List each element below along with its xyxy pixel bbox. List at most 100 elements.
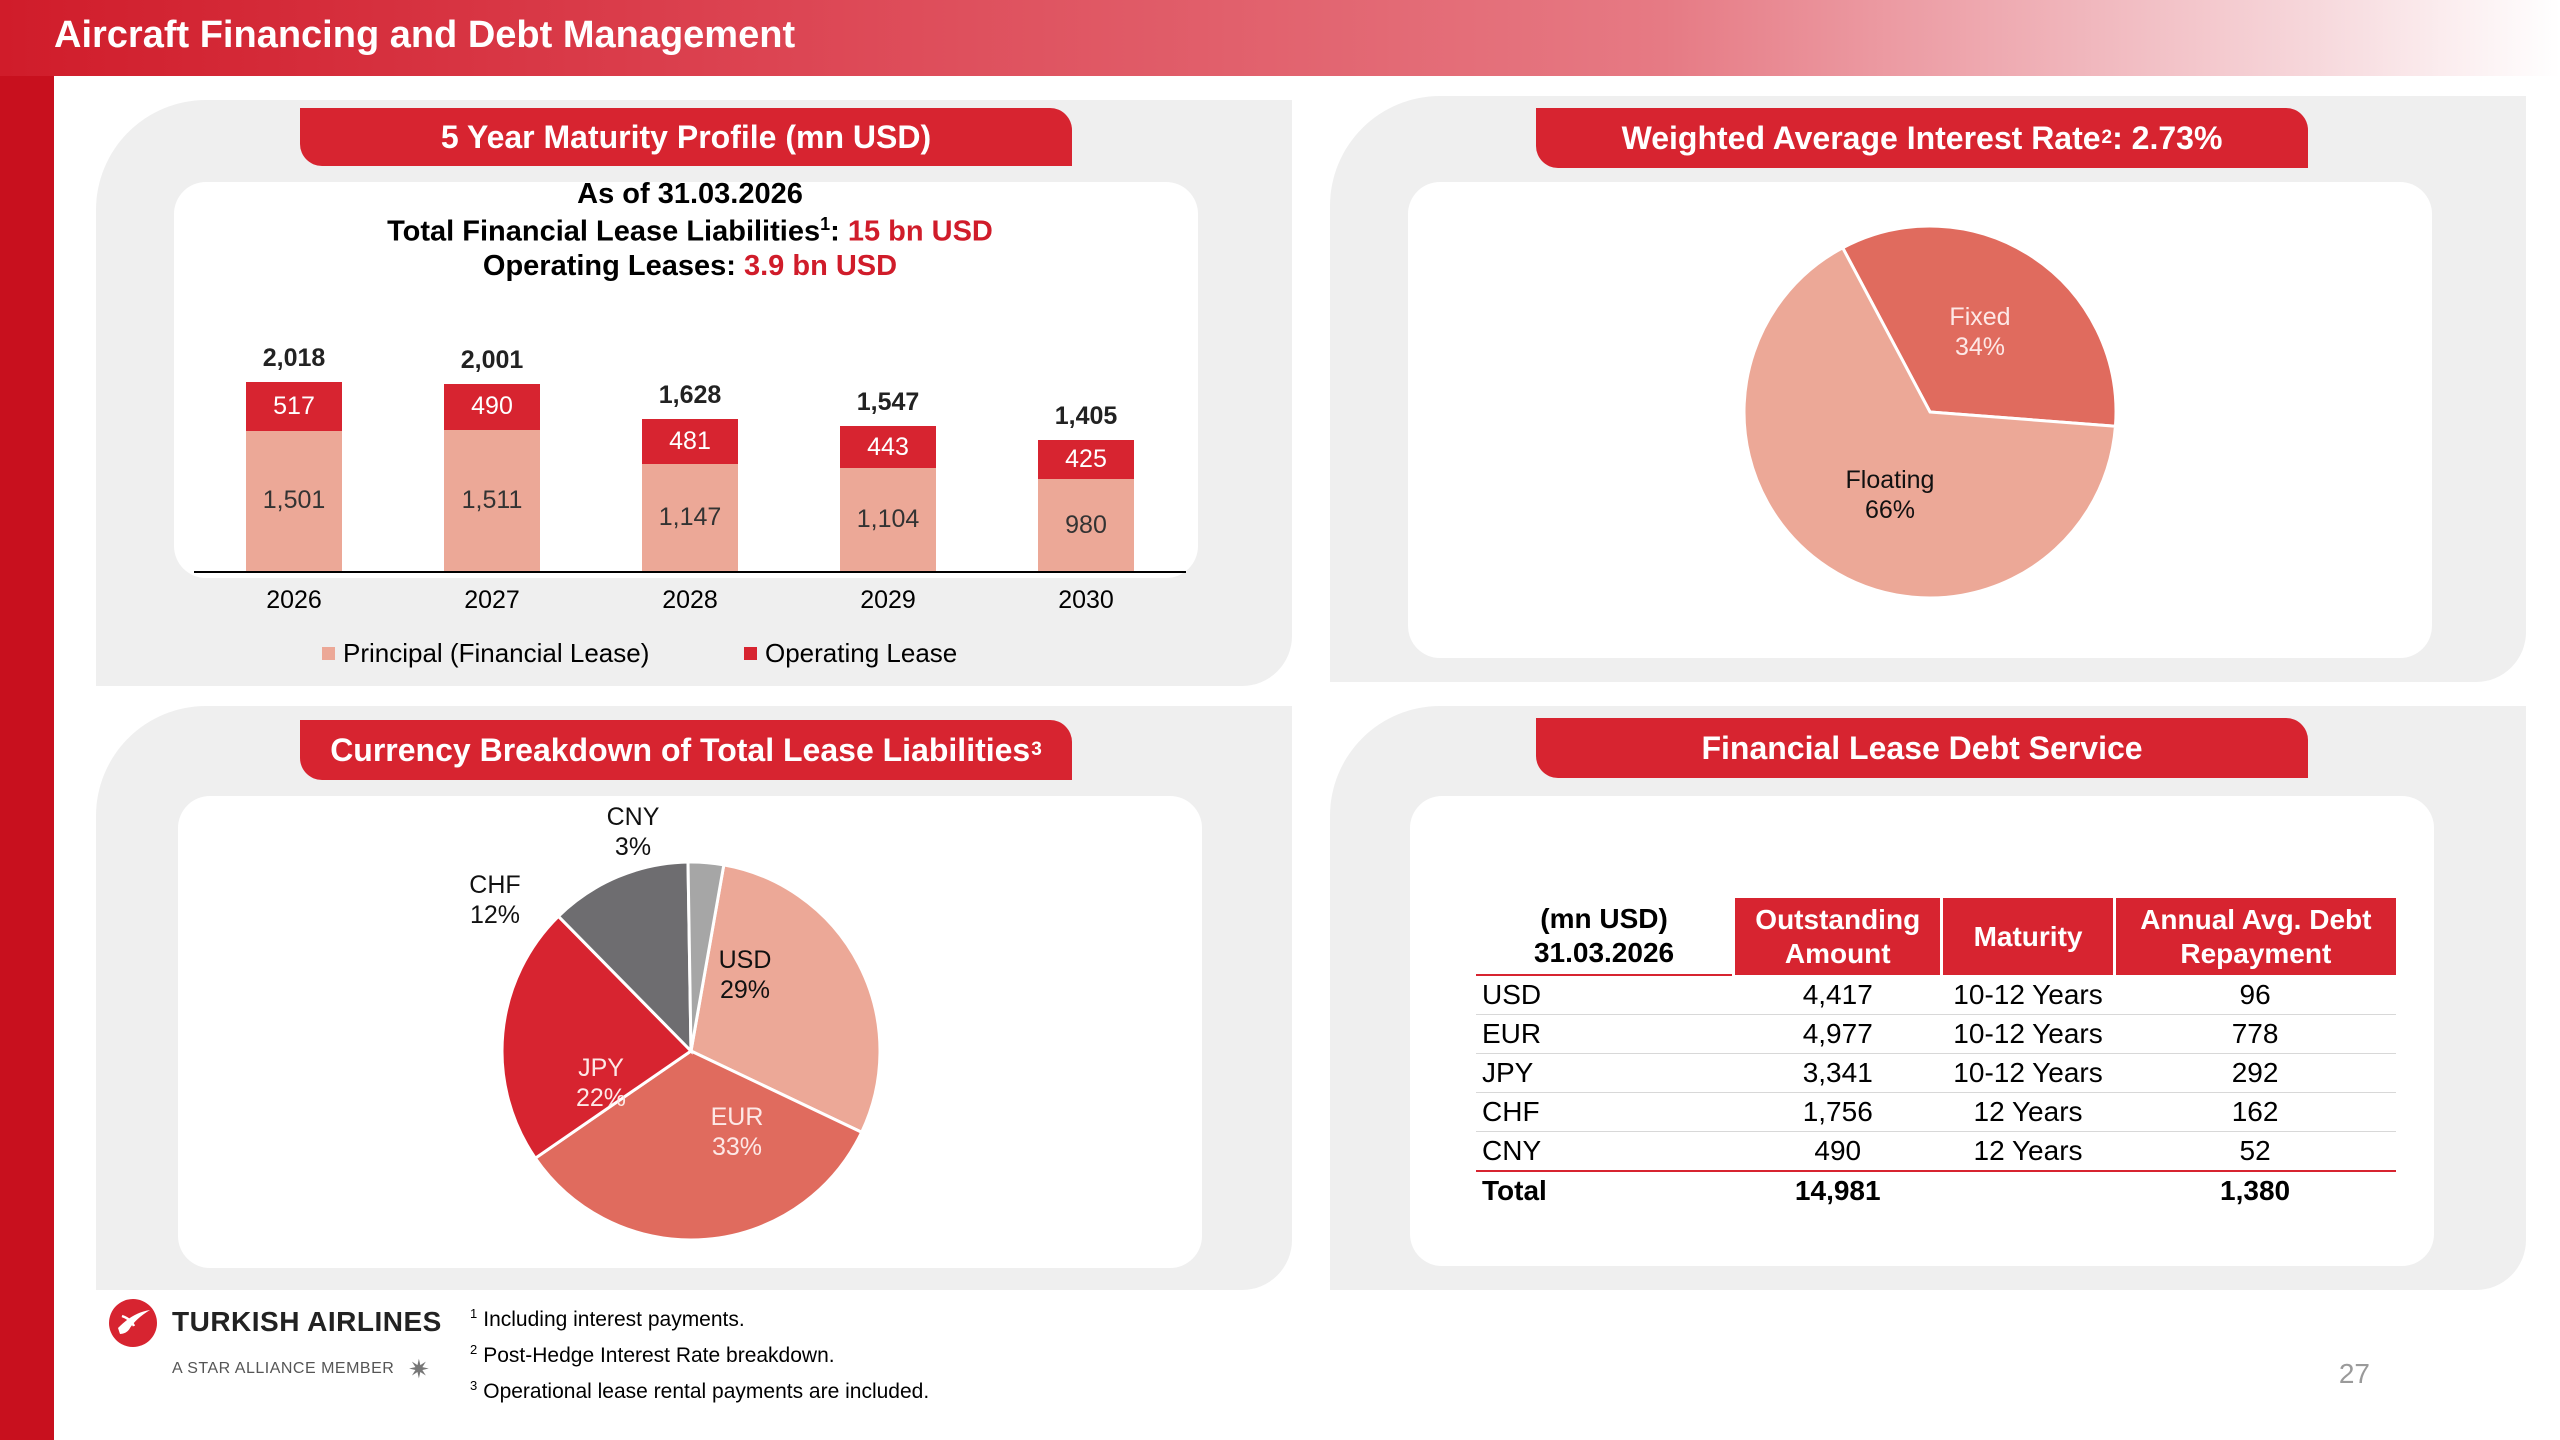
bar-operating-lease: 490: [444, 383, 540, 430]
fll-label: Total Financial Lease Liabilities: [387, 215, 821, 248]
table-total-row: Total 14,981 1,380: [1476, 1170, 2396, 1210]
table-header-row: (mn USD) 31.03.2026 Outstanding Amount M…: [1476, 898, 2396, 976]
usd-label: USD: [718, 946, 772, 974]
footnote-3-text: Operational lease rental payments are in…: [483, 1380, 930, 1403]
currency-pie-slices: [500, 860, 882, 1242]
footnote-2: 2 Post-Hedge Interest Rate breakdown.: [470, 1342, 835, 1368]
total-repayment: 1,380: [2114, 1170, 2396, 1210]
x-tick-label: 2026: [266, 586, 322, 614]
pie-slice-chf: [556, 860, 693, 1055]
legend-principal-label: Principal (Financial Lease): [343, 638, 650, 668]
table-row: CNY 490 12 Years 52: [1476, 1131, 2396, 1172]
row-repayment: 778: [2114, 1014, 2396, 1054]
ol-label: Operating Leases:: [482, 250, 736, 282]
row-maturity: 10-12 Years: [1941, 1014, 2115, 1054]
currency-title-footnote-ref: 3: [1031, 739, 1042, 760]
x-tick-label: 2029: [860, 586, 916, 614]
jpy-pct: 22%: [575, 1084, 627, 1112]
interest-pie-chart: [1742, 224, 2118, 600]
footnote-2-num: 2: [470, 1342, 478, 1357]
bar-stack-2029: 443 1,104: [840, 426, 936, 571]
row-outstanding: 4,977: [1733, 1014, 1942, 1054]
bar-stack-2030: 425 980: [1038, 439, 1134, 571]
bar-principal: 1,104: [840, 467, 936, 571]
row-currency: USD: [1476, 975, 1734, 1015]
pie-slice-usd: [689, 863, 882, 1135]
row-currency: EUR: [1476, 1014, 1734, 1054]
currency-title-text: Currency Breakdown of Total Lease Liabil…: [330, 731, 1031, 768]
debt-service-table: (mn USD) 31.03.2026 Outstanding Amount M…: [1476, 898, 2396, 1210]
x-tick-label: 2027: [464, 586, 520, 614]
currency-panel-title: Currency Breakdown of Total Lease Liabil…: [300, 720, 1072, 780]
fixed-slice-label: Fixed 34%: [1930, 302, 2030, 362]
footnote-1-num: 1: [470, 1306, 478, 1321]
row-currency: JPY: [1476, 1053, 1734, 1093]
legend-operating-label: Operating Lease: [765, 638, 958, 668]
row-maturity: 12 Years: [1941, 1131, 2115, 1172]
x-tick-label: 2028: [662, 586, 718, 614]
turkish-airlines-crane-icon: [109, 1299, 157, 1347]
interest-title-text: Weighted Average Interest Rate: [1621, 119, 2101, 156]
legend-operating-swatch: [744, 647, 757, 660]
usd-slice-label: USD 29%: [700, 945, 790, 1005]
row-currency: CHF: [1476, 1092, 1734, 1132]
operating-leases-text: Operating Leases: 3.9 bn USD: [300, 250, 1080, 283]
floating-pct: 66%: [1864, 496, 1916, 524]
bar-total-label: 2,001: [460, 345, 524, 374]
airline-name: TURKISH AIRLINES: [172, 1306, 442, 1337]
bar-principal: 980: [1038, 479, 1134, 571]
footnote-3-num: 3: [470, 1378, 478, 1393]
header-unit-date: (mn USD) 31.03.2026: [1476, 898, 1734, 976]
footnote-1-text: Including interest payments.: [483, 1308, 745, 1331]
x-tick-label: 2030: [1058, 586, 1114, 614]
eur-label: EUR: [710, 1103, 764, 1131]
fll-value: 15 bn USD: [847, 215, 993, 248]
chf-slice-label: CHF 12%: [450, 870, 540, 930]
bar-operating-lease: 481: [642, 418, 738, 464]
eur-pct: 33%: [711, 1133, 763, 1161]
interest-title-value: : 2.73%: [2112, 119, 2223, 156]
ol-value: 3.9 bn USD: [744, 250, 898, 282]
footnote-2-text: Post-Hedge Interest Rate breakdown.: [483, 1344, 835, 1367]
pie-slice-cny: [686, 860, 726, 1052]
interest-panel-title: Weighted Average Interest Rate 2: 2.73%: [1536, 108, 2308, 168]
row-outstanding: 3,341: [1733, 1053, 1942, 1093]
chart-x-axis: [194, 571, 1186, 573]
row-maturity: 10-12 Years: [1941, 1053, 2115, 1093]
header-date: 31.03.2026: [1533, 937, 1675, 968]
page-title: Aircraft Financing and Debt Management: [54, 14, 796, 56]
usd-pct: 29%: [719, 976, 771, 1004]
row-outstanding: 1,756: [1733, 1092, 1942, 1132]
floating-label: Floating: [1845, 466, 1935, 494]
row-maturity: 10-12 Years: [1941, 975, 2115, 1015]
table-row: CHF 1,756 12 Years 162: [1476, 1092, 2396, 1132]
bar-total-label: 1,405: [1054, 401, 1118, 430]
row-repayment: 162: [2114, 1092, 2396, 1132]
bar-total-label: 1,628: [658, 380, 722, 409]
row-outstanding: 4,417: [1733, 975, 1942, 1015]
pie-slice-floating: [1742, 245, 2118, 600]
bar-principal: 1,511: [444, 429, 540, 571]
table-row: JPY 3,341 10-12 Years 292: [1476, 1053, 2396, 1093]
table-row: USD 4,417 10-12 Years 96: [1476, 975, 2396, 1015]
row-currency: CNY: [1476, 1131, 1734, 1172]
bar-principal: 1,501: [246, 430, 342, 571]
legend-principal: Principal (Financial Lease): [322, 638, 649, 669]
jpy-label: JPY: [578, 1054, 624, 1082]
bar-operating-lease: 517: [246, 382, 342, 431]
left-accent-bar: [0, 0, 54, 1440]
star-alliance-tagline: A STAR ALLIANCE MEMBER: [172, 1360, 395, 1377]
row-outstanding: 490: [1733, 1131, 1942, 1172]
header-repayment: Annual Avg. Debt Repayment: [2112, 898, 2396, 975]
row-repayment: 292: [2114, 1053, 2396, 1093]
footnote-1: 1 Including interest payments.: [470, 1306, 745, 1332]
total-maturity-empty: [1941, 1170, 2115, 1210]
star-alliance-icon: ✷: [408, 1354, 430, 1384]
financial-lease-liabilities-text: Total Financial Lease Liabilities1: 15 b…: [300, 214, 1080, 249]
header-unit: (mn USD): [1540, 903, 1668, 934]
eur-slice-label: EUR 33%: [692, 1102, 782, 1162]
jpy-slice-label: JPY 22%: [556, 1053, 646, 1113]
row-maturity: 12 Years: [1941, 1092, 2115, 1132]
fll-footnote-ref: 1: [820, 214, 831, 234]
title-banner: [0, 0, 2560, 76]
